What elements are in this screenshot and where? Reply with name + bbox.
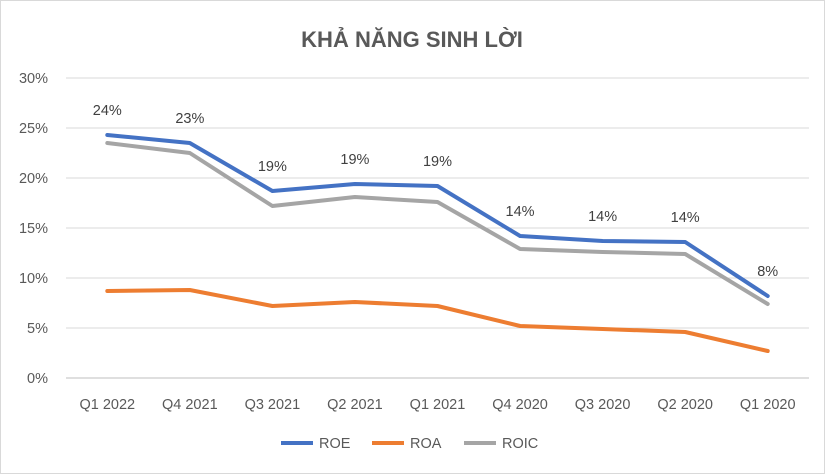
series-lines <box>105 133 770 353</box>
series-line-roa <box>105 288 770 353</box>
data-label-roe: 24% <box>93 103 122 119</box>
series-line-roic <box>105 141 770 306</box>
legend-label-roe: ROE <box>319 436 351 452</box>
chart-title: KHẢ NĂNG SINH LỜI <box>301 27 523 52</box>
x-tick-label: Q3 2021 <box>245 397 301 413</box>
x-tick-label: Q4 2021 <box>162 397 218 413</box>
legend: ROE ROA ROIC <box>281 436 538 452</box>
x-tick-label: Q2 2021 <box>327 397 383 413</box>
data-label-roe: 19% <box>340 152 369 168</box>
y-tick-label: 10% <box>19 271 48 287</box>
x-tick-label: Q1 2021 <box>410 397 466 413</box>
series-line-roe <box>105 133 770 298</box>
y-tick-label: 25% <box>19 121 48 137</box>
y-tick-label: 5% <box>27 321 48 337</box>
legend-label-roic: ROIC <box>502 436 538 452</box>
x-tick-label: Q2 2020 <box>657 397 713 413</box>
axes: 0% 5% 10% 15% 20% 25% 30% Q1 2022 Q4 2021 Q3 2021… <box>19 71 796 413</box>
y-tick-label: 0% <box>27 371 48 387</box>
data-label-roe: 19% <box>423 154 452 170</box>
x-tick-label: Q4 2020 <box>492 397 548 413</box>
y-tick-label: 15% <box>19 221 48 237</box>
x-tick-label: Q1 2022 <box>79 397 135 413</box>
data-labels: 24% 23% 19% 19% 19% 14% 14% 14% 8% <box>93 103 779 280</box>
gridlines <box>66 77 809 379</box>
legend-label-roa: ROA <box>410 436 442 452</box>
data-label-roe: 19% <box>258 159 287 175</box>
x-tick-label: Q3 2020 <box>575 397 631 413</box>
y-tick-label: 20% <box>19 171 48 187</box>
data-label-roe: 23% <box>175 111 204 127</box>
data-label-roe: 14% <box>506 204 535 220</box>
data-label-roe: 14% <box>588 209 617 225</box>
data-label-roe: 8% <box>757 264 778 280</box>
y-tick-label: 30% <box>19 71 48 87</box>
data-label-roe: 14% <box>671 210 700 226</box>
x-tick-label: Q1 2020 <box>740 397 796 413</box>
